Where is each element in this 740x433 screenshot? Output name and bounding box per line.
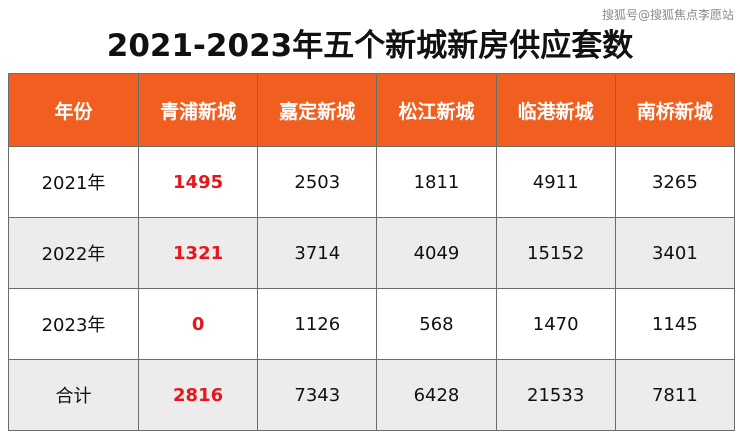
page-title: 2021-2023年五个新城新房供应套数 [106,28,634,64]
table-row: 2021年 1495 2503 1811 4911 3265 [8,146,736,218]
table-cell: 2816 [137,359,259,431]
row-label: 2021年 [8,146,139,218]
table-cell: 1145 [614,288,736,360]
column-header: 临港新城 [495,73,616,147]
header-row: 年份 青浦新城 嘉定新城 松江新城 临港新城 南桥新城 [8,73,736,147]
table-cell: 3714 [257,217,378,289]
table-row: 合计 2816 7343 6428 21533 7811 [8,359,736,431]
column-header: 青浦新城 [137,73,259,147]
table-cell: 3401 [614,217,736,289]
table-cell: 4049 [376,217,497,289]
column-header: 松江新城 [376,73,497,147]
table-cell: 2503 [257,146,378,218]
table-cell: 3265 [614,146,736,218]
table-cell: 1811 [376,146,497,218]
table-row: 2022年 1321 3714 4049 15152 3401 [8,217,736,289]
table-cell: 1495 [137,146,259,218]
watermark: 搜狐号@搜狐焦点李愿站 [601,8,734,22]
column-header: 南桥新城 [614,73,736,147]
table-cell: 4911 [495,146,616,218]
table-cell: 7811 [614,359,736,431]
column-header: 年份 [8,73,139,147]
row-label: 合计 [8,359,139,431]
table-row: 2023年 0 1126 568 1470 1145 [8,288,736,360]
table-cell: 0 [137,288,259,360]
table-cell: 1126 [257,288,378,360]
row-label: 2022年 [8,217,139,289]
table-cell: 15152 [495,217,616,289]
table-cell: 7343 [257,359,378,431]
table-cell: 6428 [376,359,497,431]
table-cell: 1321 [137,217,259,289]
table-cell: 568 [376,288,497,360]
table-cell: 1470 [495,288,616,360]
column-header: 嘉定新城 [257,73,378,147]
supply-table: 年份 青浦新城 嘉定新城 松江新城 临港新城 南桥新城 2021年 1495 2503 1811… [8,73,736,431]
table-cell: 21533 [495,359,616,431]
row-label: 2023年 [8,288,139,360]
